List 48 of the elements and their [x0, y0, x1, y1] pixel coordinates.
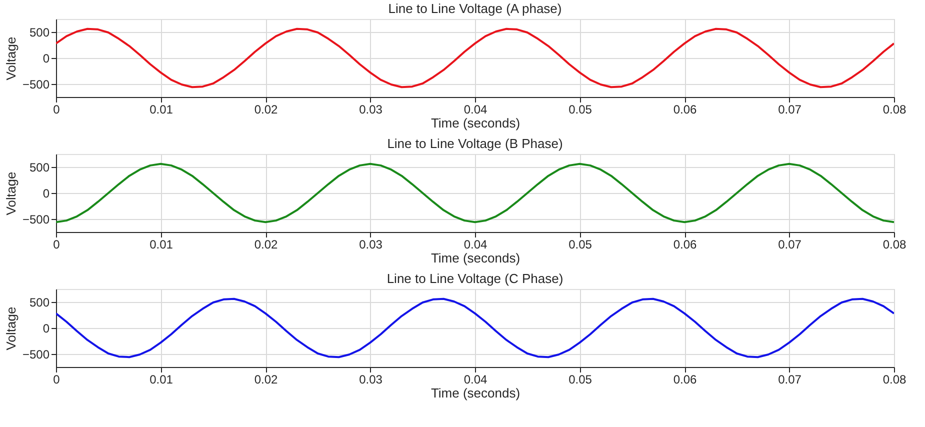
- y-tick-label: 0: [42, 186, 50, 200]
- x-tick-label: 0.04: [464, 102, 488, 116]
- x-axis-title: Time (seconds): [430, 386, 520, 400]
- x-tick-label: 0.03: [359, 102, 383, 116]
- x-tick-label: 0.05: [568, 102, 592, 116]
- y-axis-title: Voltage: [3, 172, 18, 216]
- y-tick-label: 500: [29, 160, 50, 174]
- y-tick-label: −500: [22, 348, 50, 362]
- x-tick-label: 0: [53, 102, 60, 116]
- x-tick-label: 0.02: [254, 102, 278, 116]
- x-tick-label: 0.03: [359, 238, 383, 252]
- x-tick-label: 0.07: [778, 372, 802, 386]
- y-tick-label: −500: [22, 212, 50, 226]
- chart-title: Line to Line Voltage (A phase): [388, 1, 562, 16]
- x-tick-label: 0.05: [568, 372, 592, 386]
- x-tick-label: 0.04: [464, 238, 488, 252]
- x-tick-label: 0.02: [254, 238, 278, 252]
- y-tick-label: 0: [42, 52, 50, 66]
- x-tick-label: 0.08: [882, 238, 906, 252]
- y-tick-label: 500: [29, 26, 50, 40]
- x-tick-label: 0.07: [778, 102, 802, 116]
- y-axis-title: Voltage: [3, 306, 18, 350]
- x-tick-label: 0.02: [254, 372, 278, 386]
- x-tick-label: 0: [53, 372, 60, 386]
- x-tick-label: 0.06: [673, 372, 697, 386]
- x-tick-label: 0.08: [882, 372, 906, 386]
- line-series: [56, 162, 894, 224]
- line-series: [56, 298, 894, 358]
- x-axis-title: Time (seconds): [430, 250, 520, 266]
- chart-title: Line to Line Voltage (C Phase): [386, 271, 564, 286]
- x-tick-label: 0.05: [568, 238, 592, 252]
- x-tick-label: 0.04: [464, 372, 488, 386]
- y-axis-title: Voltage: [3, 36, 18, 80]
- y-tick-label: 500: [29, 296, 50, 310]
- y-tick-label: −500: [22, 78, 50, 92]
- x-tick-label: 0.08: [882, 102, 906, 116]
- x-tick-label: 0.06: [673, 238, 697, 252]
- x-tick-label: 0: [53, 238, 60, 252]
- x-tick-label: 0.01: [150, 372, 174, 386]
- chart-title: Line to Line Voltage (B Phase): [387, 136, 563, 151]
- line-series: [56, 28, 894, 88]
- x-axis-title: Time (seconds): [430, 116, 520, 130]
- x-tick-label: 0.06: [673, 102, 697, 116]
- x-tick-label: 0.07: [778, 238, 802, 252]
- x-tick-label: 0.01: [150, 102, 174, 116]
- y-tick-label: 0: [42, 322, 50, 336]
- x-tick-label: 0.03: [359, 372, 383, 386]
- x-tick-label: 0.01: [150, 238, 174, 252]
